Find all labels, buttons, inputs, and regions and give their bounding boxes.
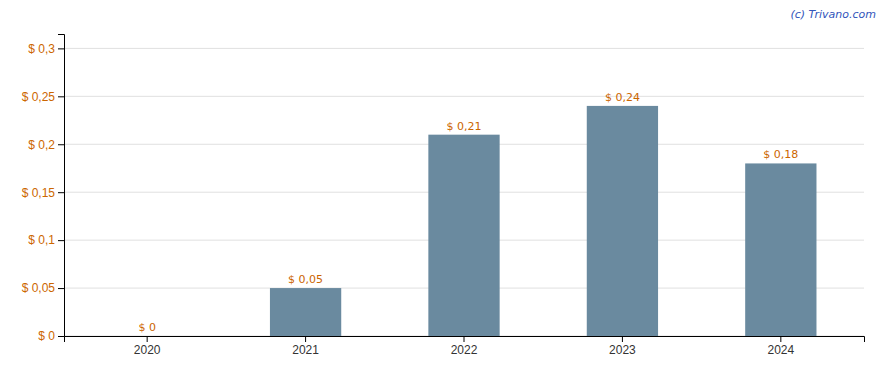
y-tick-label: $ 0,1 (28, 233, 55, 247)
data-label: $ 0,05 (288, 273, 323, 286)
bars (270, 106, 817, 336)
y-tick-mark (58, 288, 64, 289)
y-tick-mark (58, 144, 64, 145)
y-tick-mark (58, 48, 64, 49)
y-tick: $ 0,05 (22, 281, 64, 295)
x-tick-mark (464, 336, 465, 342)
y-axis: $ 0 $ 0,05 $ 0,1 $ 0,15 $ 0,2 $ 0,25 $ 0,3 (22, 35, 65, 344)
plot: $ 0 $ 0,05 $ 0,1 $ 0,15 $ 0,2 $ 0,25 $ 0,3 2020… (22, 35, 865, 357)
x-tick-label: 2024 (767, 343, 794, 357)
x-tick: 2021 (292, 336, 319, 357)
y-axis-line (58, 35, 65, 337)
data-label: $ 0,24 (605, 91, 640, 104)
y-tick-mark (58, 192, 64, 193)
grid (64, 48, 864, 336)
y-tick-label: $ 0,3 (28, 42, 55, 56)
x-tick: 2023 (609, 336, 636, 357)
y-tick-mark (58, 96, 64, 97)
x-tick-label: 2022 (451, 343, 478, 357)
x-tick-mark (305, 336, 306, 342)
chart: $ 0 $ 0,05 $ 0,1 $ 0,15 $ 0,2 $ 0,25 $ 0,3 2020… (0, 0, 888, 370)
x-tick: 2020 (134, 336, 161, 357)
x-tick-label: 2021 (292, 343, 319, 357)
x-tick-label: 2023 (609, 343, 636, 357)
y-tick-mark (58, 336, 64, 337)
bar (587, 106, 658, 336)
bar (745, 163, 816, 336)
data-label: $ 0,21 (447, 120, 482, 133)
x-tick: 2024 (767, 336, 794, 357)
x-axis: 2020 2021 2022 2023 2024 (65, 336, 865, 357)
bar (270, 288, 341, 336)
data-label: $ 0 (138, 321, 156, 334)
y-tick: $ 0,1 (28, 233, 64, 247)
x-tick-label: 2020 (134, 343, 161, 357)
grid-line (64, 48, 864, 49)
bar (112, 336, 183, 337)
data-label: $ 0,18 (763, 148, 798, 161)
y-tick-label: $ 0,25 (22, 90, 56, 104)
y-tick-label: $ 0 (38, 329, 55, 343)
y-tick: $ 0,3 (28, 42, 64, 56)
x-axis-line (65, 337, 865, 343)
x-tick-mark (622, 336, 623, 342)
grid-line (64, 96, 864, 97)
y-tick: $ 0,25 (22, 90, 64, 104)
y-tick-label: $ 0,05 (22, 281, 56, 295)
watermark: (c) Trivano.com (790, 8, 876, 21)
y-tick-label: $ 0,15 (22, 186, 56, 200)
x-tick-mark (780, 336, 781, 342)
y-tick: $ 0,15 (22, 186, 64, 200)
x-tick: 2022 (451, 336, 478, 357)
y-tick: $ 0 (38, 329, 64, 343)
bar (428, 135, 499, 336)
y-tick: $ 0,2 (28, 138, 64, 152)
y-tick-label: $ 0,2 (28, 138, 55, 152)
y-tick-mark (58, 240, 64, 241)
data-labels: $ 0 $ 0,05 $ 0,21 $ 0,24 $ 0,18 (138, 91, 798, 334)
x-tick-mark (147, 336, 148, 342)
